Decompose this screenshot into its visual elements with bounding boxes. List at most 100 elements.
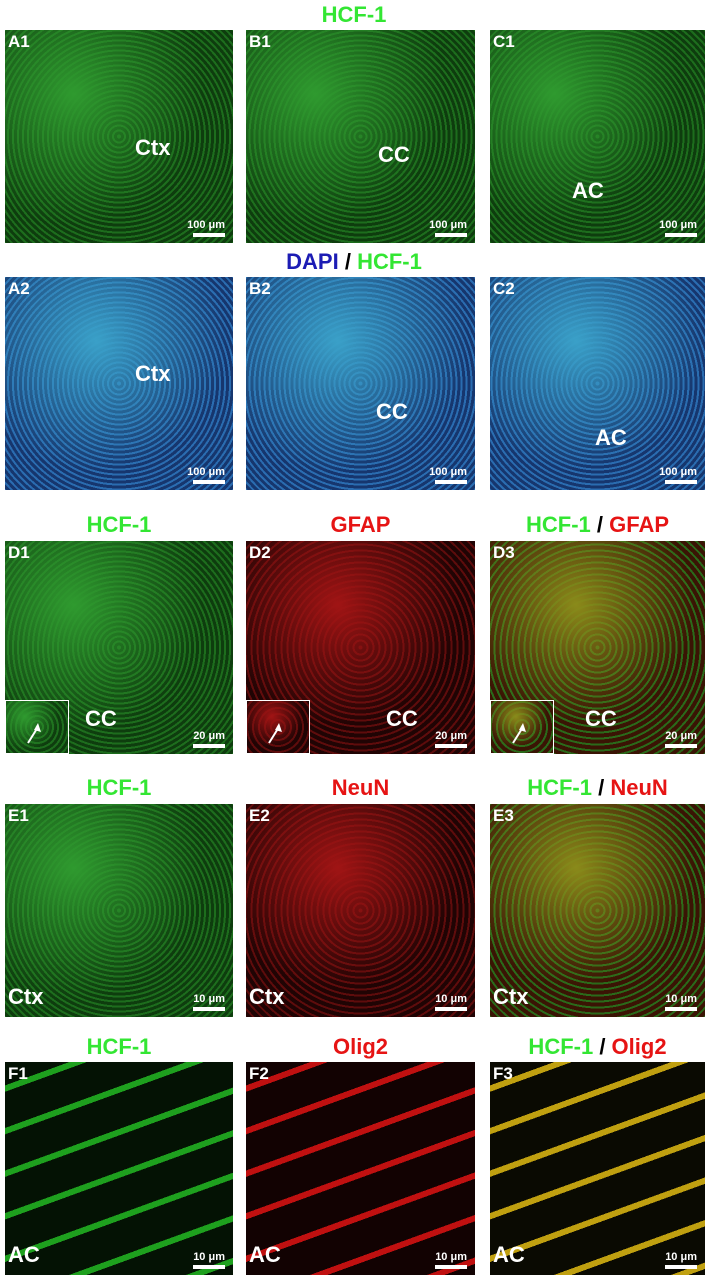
title-part: HCF-1 <box>86 512 152 537</box>
panel-title: HCF-1 <box>322 2 387 28</box>
scale-label: 100 μm <box>187 466 225 478</box>
title-part: / <box>593 1034 612 1059</box>
micrograph: F3 AC 10 μm <box>490 1062 705 1275</box>
region-label: Ctx <box>135 361 171 386</box>
panel-title: HCF-1 / Olig2 <box>528 1034 666 1060</box>
scale-bar <box>435 233 467 237</box>
panel-title: HCF-1 <box>87 775 152 801</box>
scale-label: 100 μm <box>429 219 467 231</box>
region-label: CC <box>386 706 418 731</box>
region-label: Ctx <box>493 984 529 1009</box>
panel-title: DAPI / HCF-1 <box>286 249 422 275</box>
micrograph: E2 Ctx 10 μm <box>246 804 475 1017</box>
title-part: HCF-1 <box>528 1034 594 1059</box>
panel-label: D3 <box>493 543 515 562</box>
title-part: HCF-1 <box>86 1034 152 1059</box>
region-label: Ctx <box>135 135 171 160</box>
scale-bar <box>665 233 697 237</box>
scale-label: 10 μm <box>435 1251 467 1263</box>
scale-label: 10 μm <box>665 993 697 1005</box>
micrograph: B1 CC 100 μm <box>246 30 475 243</box>
title-part: DAPI <box>286 249 339 274</box>
arrow <box>512 723 526 744</box>
panel-label: B2 <box>249 279 271 298</box>
region-label: AC <box>493 1242 525 1267</box>
arrow <box>268 723 282 744</box>
panel-label: D1 <box>8 543 30 562</box>
title-part: HCF-1 <box>357 249 422 274</box>
region-label: CC <box>376 399 408 424</box>
title-part: NeuN <box>331 775 390 800</box>
inset <box>490 700 554 754</box>
region-label: CC <box>85 706 117 731</box>
panel-label: A2 <box>8 279 30 298</box>
panel-title: Olig2 <box>333 1034 388 1060</box>
panel-label: C2 <box>493 279 515 298</box>
panel-title: HCF-1 <box>87 1034 152 1060</box>
panel-title: HCF-1 / GFAP <box>526 512 669 538</box>
panel-label: C1 <box>493 32 515 51</box>
scale-label: 10 μm <box>193 993 225 1005</box>
panel-label: B1 <box>249 32 271 51</box>
scale-label: 100 μm <box>659 466 697 478</box>
scale-bar <box>193 1007 225 1011</box>
scale-label: 100 μm <box>429 466 467 478</box>
title-part: GFAP <box>609 512 670 537</box>
region-label: AC <box>249 1242 281 1267</box>
scale-label: 100 μm <box>187 219 225 231</box>
scale-label: 10 μm <box>665 1251 697 1263</box>
title-part: HCF-1 <box>86 775 152 800</box>
panel-label: D2 <box>249 543 271 562</box>
micrograph: E3 Ctx 10 μm <box>490 804 705 1017</box>
micrograph: C2 AC 100 μm <box>490 277 705 490</box>
micrograph: B2 CC 100 μm <box>246 277 475 490</box>
scale-bar <box>193 233 225 237</box>
region-label: AC <box>8 1242 40 1267</box>
panel-title: HCF-1 <box>87 512 152 538</box>
region-label: CC <box>378 142 410 167</box>
title-part: / <box>338 249 358 274</box>
title-part: HCF-1 <box>527 775 592 800</box>
scale-bar <box>665 480 697 484</box>
micrograph: D3 CC 20 μm <box>490 541 705 754</box>
panel-label: E1 <box>8 806 29 825</box>
scale-bar <box>435 480 467 484</box>
title-part: Olig2 <box>332 1034 389 1059</box>
panel-label: F1 <box>8 1064 28 1083</box>
scale-bar <box>665 1007 697 1011</box>
micrograph: F1 AC 10 μm <box>5 1062 233 1275</box>
region-label: Ctx <box>8 984 44 1009</box>
region-label: AC <box>595 425 627 450</box>
panel-title: HCF-1 / NeuN <box>527 775 668 801</box>
scale-bar <box>435 1007 467 1011</box>
region-label: Ctx <box>249 984 285 1009</box>
scale-bar <box>665 1265 697 1269</box>
panel-title: NeuN <box>332 775 389 801</box>
panel-label: F2 <box>249 1064 269 1083</box>
micrograph: D2 CC 20 μm <box>246 541 475 754</box>
inset <box>5 700 69 754</box>
title-part: HCF-1 <box>321 2 387 27</box>
title-part: GFAP <box>330 512 391 537</box>
title-part: HCF-1 <box>525 512 591 537</box>
panel-label: E3 <box>493 806 514 825</box>
scale-label: 10 μm <box>193 1251 225 1263</box>
inset <box>246 700 310 754</box>
scale-label: 10 μm <box>435 993 467 1005</box>
micrograph: E1 Ctx 10 μm <box>5 804 233 1017</box>
scale-label: 20 μm <box>665 730 697 742</box>
scale-bar <box>193 480 225 484</box>
micrograph: D1 CC 20 μm <box>5 541 233 754</box>
region-label: AC <box>572 178 604 203</box>
panel-label: E2 <box>249 806 270 825</box>
scale-bar <box>435 744 467 748</box>
scale-label: 20 μm <box>193 730 225 742</box>
scale-label: 100 μm <box>659 219 697 231</box>
micrograph: A2 Ctx 100 μm <box>5 277 233 490</box>
scale-label: 20 μm <box>435 730 467 742</box>
arrow <box>27 723 41 744</box>
scale-bar <box>193 744 225 748</box>
micrograph: A1 Ctx 100 μm <box>5 30 233 243</box>
title-part: Olig2 <box>611 1034 667 1059</box>
